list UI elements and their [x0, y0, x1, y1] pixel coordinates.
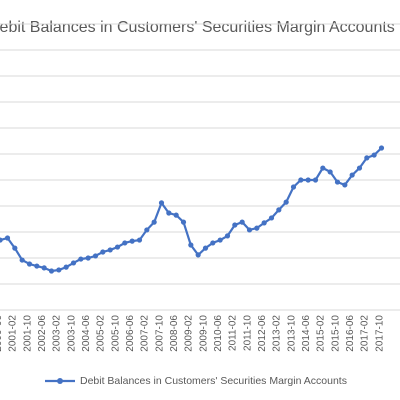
x-tick-label: 2012-06: [257, 315, 268, 352]
point: [85, 255, 91, 261]
point: [356, 165, 363, 171]
x-tick-label: 2014-06: [301, 315, 312, 352]
point: [298, 177, 304, 183]
point: [122, 240, 128, 246]
point: [107, 247, 113, 253]
x-tick-label: 2013-10: [286, 315, 297, 352]
x-tick-label: 2003-10: [66, 315, 77, 352]
x-tick-label: 2015-10: [330, 315, 341, 352]
x-tick-label: 2009-02: [184, 315, 195, 352]
point: [290, 184, 297, 190]
point: [136, 237, 143, 243]
point: [364, 155, 370, 161]
point: [202, 245, 209, 251]
point: [129, 238, 135, 244]
x-tick-label: 2010-06: [213, 315, 224, 352]
point: [4, 235, 11, 241]
x-tick-label: 2001-02: [8, 315, 19, 352]
point: [92, 253, 99, 259]
point: [19, 257, 25, 263]
x-tick-label: 2015-02: [316, 315, 327, 352]
point: [217, 237, 223, 243]
point: [144, 227, 150, 233]
x-tick-label: 2009-10: [198, 315, 209, 352]
point: [180, 219, 187, 225]
point: [63, 264, 69, 270]
point: [12, 245, 18, 251]
x-tick-label: 2007-02: [140, 315, 151, 352]
x-tick-label: 2005-02: [96, 315, 107, 352]
x-tick-label: 2011-02: [228, 315, 239, 351]
point: [56, 267, 62, 273]
point: [70, 260, 77, 266]
point: [41, 265, 47, 271]
point: [261, 220, 267, 226]
point: [166, 210, 172, 216]
x-tick-label: 2005-10: [110, 315, 121, 352]
x-tick-label: 2013-02: [272, 315, 283, 352]
point: [276, 207, 282, 213]
x-tick-label: 2008-06: [169, 315, 180, 352]
point: [254, 225, 260, 231]
point: [0, 237, 3, 243]
point: [48, 268, 55, 274]
point: [173, 212, 179, 218]
point: [195, 252, 201, 258]
point: [210, 240, 216, 246]
point: [334, 179, 341, 185]
point: [78, 256, 84, 262]
x-tick-label: 2003-02: [52, 315, 63, 352]
point: [371, 152, 377, 158]
point: [26, 261, 33, 267]
point: [224, 233, 231, 239]
legend-label: Debit Balances in Customers' Securities …: [80, 375, 347, 387]
point: [114, 244, 121, 250]
legend-marker: [57, 378, 63, 384]
point: [268, 215, 275, 221]
x-tick-label: 2006-06: [125, 315, 136, 352]
x-tick-label: 2011-10: [242, 315, 253, 351]
point: [100, 249, 106, 255]
chart-title: Debit Balances in Customers' Securities …: [0, 19, 395, 36]
point: [158, 200, 165, 206]
x-tick-label: 2000-06: [0, 315, 4, 352]
x-tick-label: 2002-06: [37, 315, 48, 352]
x-tick-label: 2017-02: [360, 315, 371, 352]
point: [246, 227, 253, 233]
point: [320, 165, 326, 171]
x-tick-label: 2004-06: [81, 315, 92, 352]
point: [312, 177, 319, 183]
point: [349, 172, 355, 178]
point: [188, 242, 194, 248]
point: [283, 199, 289, 205]
point: [239, 219, 245, 225]
point: [327, 169, 333, 175]
point: [378, 145, 385, 151]
x-tick-label: 2001-10: [22, 315, 33, 352]
point: [342, 182, 348, 188]
point: [151, 219, 157, 225]
x-tick-label: 2007-10: [154, 315, 165, 352]
point: [305, 177, 311, 183]
x-tick-label: 2017-10: [374, 315, 385, 352]
x-tick-label: 2016-06: [345, 315, 356, 352]
point: [232, 222, 238, 228]
point: [34, 263, 40, 269]
